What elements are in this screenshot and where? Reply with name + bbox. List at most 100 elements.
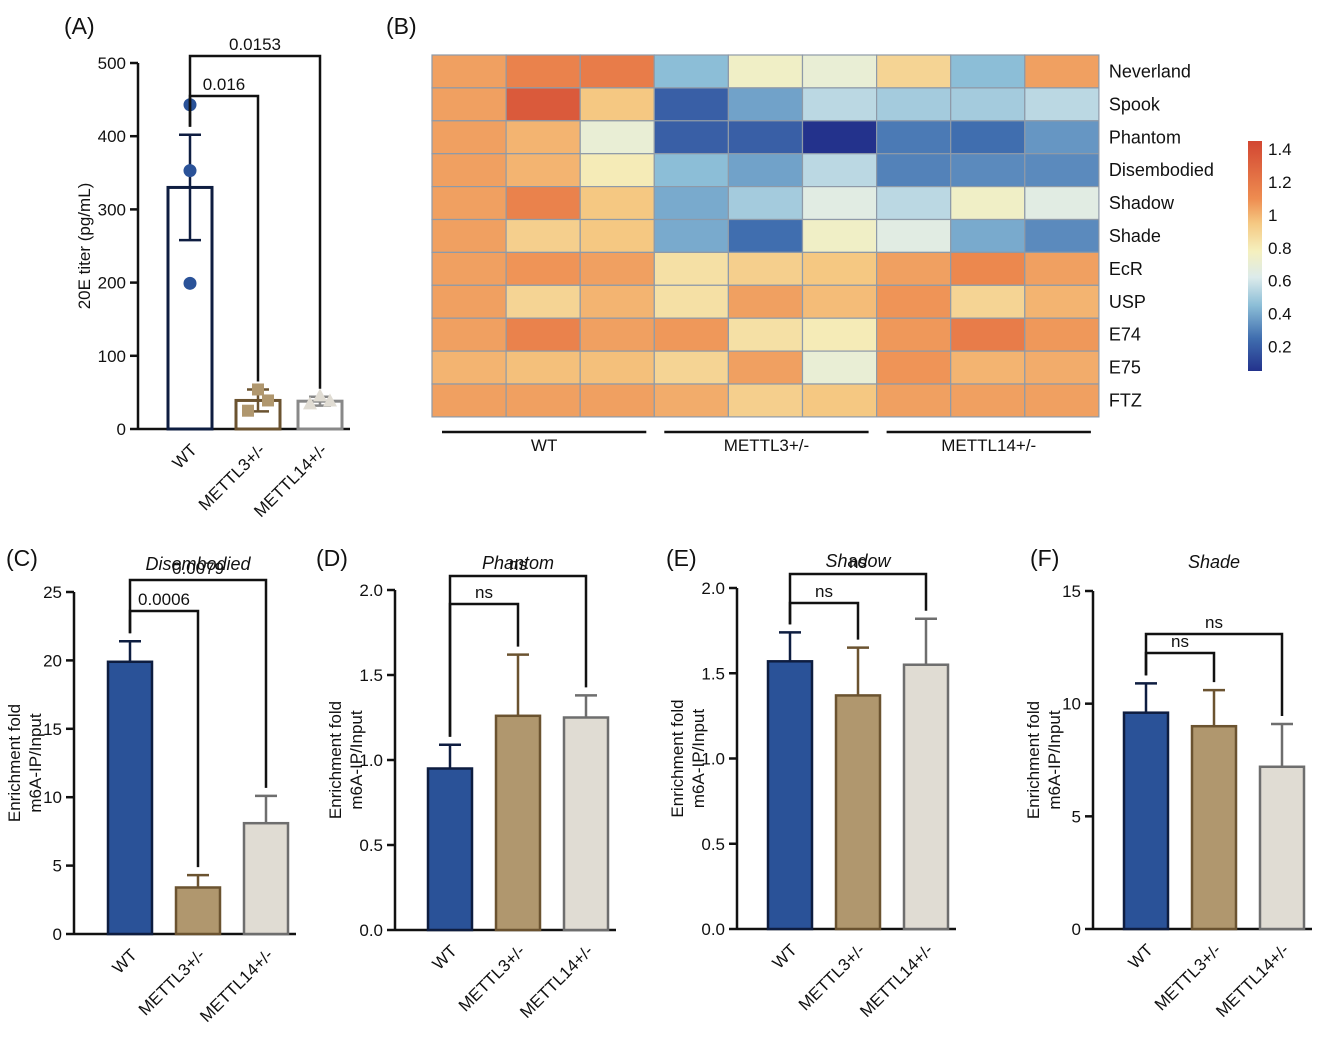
heatmap-cell [579, 251, 655, 286]
heatmap-cell [875, 284, 952, 319]
y-axis-label-line: Enrichment fold [5, 704, 24, 822]
heatmap-cell [950, 284, 1026, 319]
heatmap-cell [727, 186, 804, 221]
y-axis-label-line: m6A-IP/Input [689, 709, 708, 808]
panel-label-e: (E) [666, 545, 697, 571]
y-tick-label: 10 [43, 788, 62, 807]
heatmap-cell [505, 153, 581, 188]
heatmap-cell [801, 251, 878, 286]
chart-title: Shadow [825, 551, 891, 571]
significance-label: ns [815, 582, 833, 601]
heatmap-cell [505, 317, 581, 352]
significance-bracket [128, 578, 268, 788]
heatmap-cell [950, 317, 1026, 352]
bar [426, 767, 474, 932]
heatmap-cell [875, 87, 952, 122]
significance-label: 0.0079 [172, 559, 224, 578]
heatmap-cell [1024, 251, 1100, 286]
heatmap-cell [505, 350, 581, 385]
y-tick-label: 2.0 [701, 579, 725, 598]
heatmap-cell [950, 350, 1026, 385]
y-tick-label: 0.5 [701, 835, 725, 854]
category-label: WT [109, 945, 141, 977]
chart-title: Shade [1188, 552, 1240, 572]
heatmap-cell [431, 54, 507, 89]
significance-bracket [188, 54, 322, 389]
heatmap-cell [1024, 54, 1100, 89]
heatmap-cell [653, 186, 729, 221]
heatmap-cell [1024, 153, 1100, 188]
panel-c-bar-chart: 0 5 10 15 20 25 Enrichment fold m6A-IP/Input Dis… [5, 554, 296, 1026]
y-axis-label-line: Enrichment fold [1024, 701, 1043, 819]
heatmap-cell [801, 54, 878, 89]
colorbar-tick-label: 0.2 [1268, 337, 1292, 356]
significance-bracket [448, 574, 588, 737]
heatmap-cell [727, 317, 804, 352]
y-axis-label-line: m6A-IP/Input [1045, 710, 1064, 809]
heatmap-cell [801, 383, 878, 418]
y-tick-label: 5 [53, 857, 62, 876]
y-tick-label: 1.5 [701, 664, 725, 683]
heatmap-cell [1024, 186, 1100, 221]
data-point [242, 404, 254, 417]
significance-bracket [788, 572, 928, 625]
significance-bracket [788, 601, 860, 640]
heatmap-row-label: EcR [1109, 259, 1143, 279]
heatmap-cell [579, 87, 655, 122]
data-point [262, 394, 274, 407]
group-label: WT [531, 436, 557, 455]
bar [834, 694, 882, 931]
category-label: WT [1125, 940, 1157, 972]
heatmap-cell [431, 383, 507, 418]
heatmap-cell [875, 218, 952, 254]
heatmap-cell [653, 284, 729, 319]
heatmap-row-label: Phantom [1109, 127, 1181, 147]
significance-label: 0.016 [203, 75, 246, 94]
y-axis-label-line: m6A-IP/Input [347, 710, 366, 809]
heatmap-cell [1024, 317, 1100, 352]
heatmap-cell [579, 284, 655, 319]
heatmap-cell [653, 54, 729, 89]
heatmap-row-label: E75 [1109, 358, 1141, 378]
category-label: WT [169, 440, 201, 472]
y-axis-label-line: Enrichment fold [326, 701, 345, 819]
y-tick-label: 15 [43, 720, 62, 739]
heatmap-cell [505, 251, 581, 286]
y-tick-label: 0.0 [701, 920, 725, 939]
y-tick-label: 300 [98, 200, 126, 219]
bar [902, 663, 950, 931]
heatmap-cell [653, 383, 729, 418]
heatmap-cell [801, 218, 878, 254]
colorbar-tick-label: 0.8 [1268, 239, 1292, 258]
heatmap-cell [950, 120, 1026, 155]
bar [494, 714, 542, 932]
heatmap-cell [505, 284, 581, 319]
heatmap-cell [875, 251, 952, 286]
heatmap-cell [875, 350, 952, 385]
y-tick-label: 15 [1062, 582, 1081, 601]
heatmap-cell [727, 120, 804, 155]
data-point [252, 383, 264, 396]
y-tick-label: 5 [1072, 807, 1081, 826]
colorbar-tick-label: 1.2 [1268, 173, 1292, 192]
colorbar-tick-label: 0.4 [1268, 305, 1292, 324]
heatmap-cell [1024, 284, 1100, 319]
y-tick-label: 10 [1062, 695, 1081, 714]
category-label: METTL14+/- [516, 941, 597, 1022]
y-tick-label: 500 [98, 54, 126, 73]
y-tick-label: 20 [43, 651, 62, 670]
heatmap-cell [875, 153, 952, 188]
data-point [183, 276, 197, 290]
bar [242, 821, 290, 936]
significance-bracket [1144, 632, 1284, 716]
heatmap-cell [727, 284, 804, 319]
heatmap-cell [801, 186, 878, 221]
heatmap-cell [1024, 218, 1100, 254]
y-tick-label: 100 [98, 347, 126, 366]
heatmap-cell [505, 87, 581, 122]
panel-label-c: (C) [6, 545, 38, 571]
data-point [313, 388, 327, 402]
significance-bracket [1144, 651, 1216, 683]
category-label: METTL14+/- [1212, 940, 1293, 1021]
